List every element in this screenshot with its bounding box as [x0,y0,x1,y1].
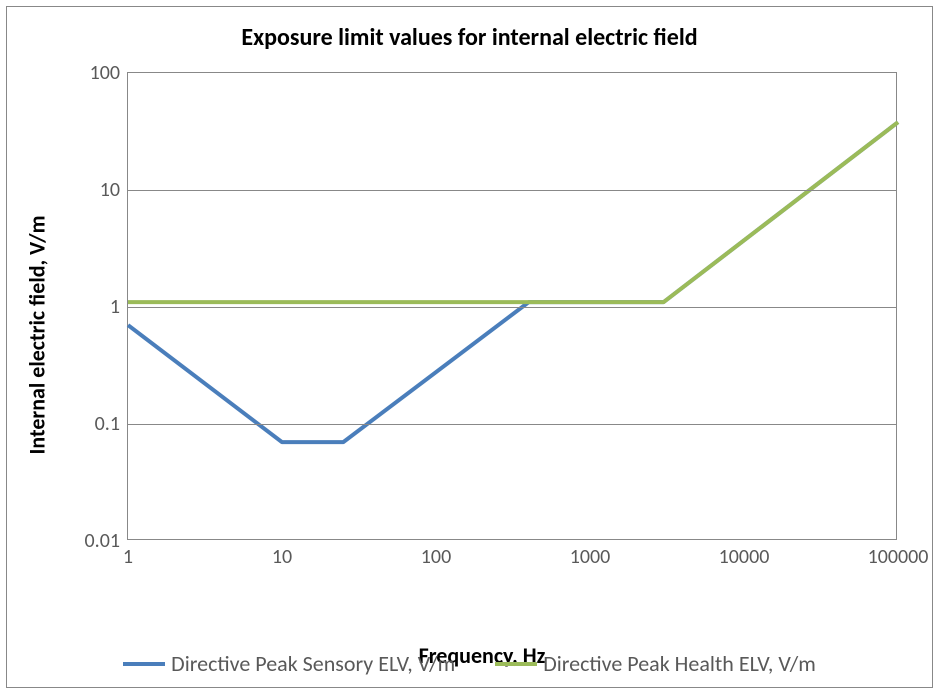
series-line [128,122,898,302]
x-tick-label: 1 [123,545,133,569]
x-tick-label: 100 [421,545,451,569]
chart-frame: Exposure limit values for internal elect… [6,6,933,688]
x-tick-label: 100000 [868,545,929,569]
x-tick-label: 10000 [719,545,770,569]
y-tick-label: 0.01 [85,529,120,553]
y-tick-label: 1 [110,295,120,319]
chart-lines [128,73,896,539]
legend-item: Directive Peak Health ELV, V/m [495,650,816,677]
y-axis-label: Internal electric field, V/m [24,215,51,454]
plot-area: 0.010.1110100110100100010000100000 [127,72,897,540]
y-tick-label: 100 [90,61,120,85]
x-tick-label: 1000 [570,545,611,569]
legend-swatch [123,662,165,666]
legend-label: Directive Peak Health ELV, V/m [543,650,816,677]
y-tick-label: 10 [100,178,120,202]
legend-label: Directive Peak Sensory ELV, V/m [171,650,455,677]
series-line [128,122,898,442]
legend: Directive Peak Sensory ELV, V/m Directive… [7,650,932,677]
gridline-h [128,307,896,308]
chart-title: Exposure limit values for internal elect… [7,23,932,52]
gridline-h [128,424,896,425]
x-tick-label: 10 [272,545,292,569]
y-tick-label: 0.1 [95,412,120,436]
legend-swatch [495,662,537,666]
gridline-h [128,190,896,191]
legend-item: Directive Peak Sensory ELV, V/m [123,650,455,677]
plot-area-wrap: Internal electric field, V/m 0.010.11101… [57,62,907,607]
